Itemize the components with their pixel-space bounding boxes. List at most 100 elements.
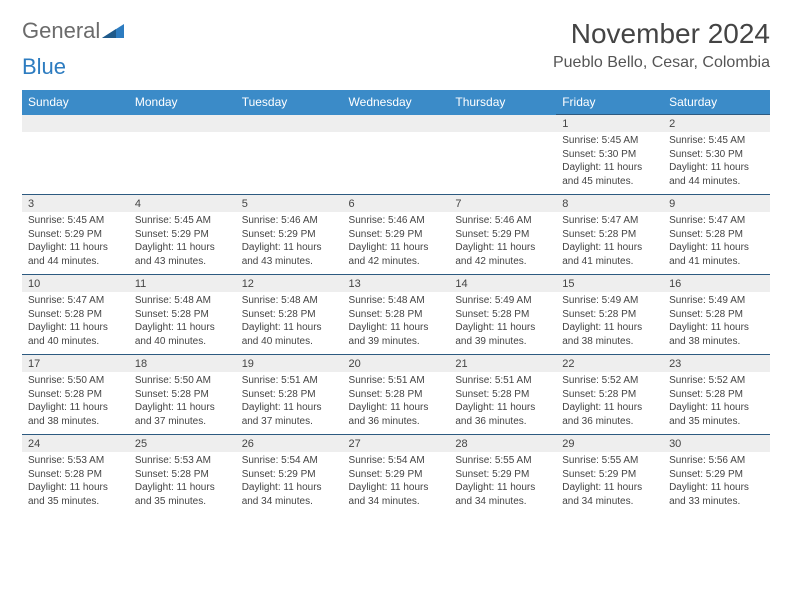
logo-triangle-icon	[102, 18, 124, 44]
day-detail: Sunrise: 5:51 AMSunset: 5:28 PMDaylight:…	[236, 372, 343, 435]
day-detail: Sunrise: 5:50 AMSunset: 5:28 PMDaylight:…	[22, 372, 129, 435]
day-detail: Sunrise: 5:47 AMSunset: 5:28 PMDaylight:…	[22, 292, 129, 355]
day-detail	[129, 132, 236, 195]
sunset-text: Sunset: 5:29 PM	[669, 468, 764, 482]
sunrise-text: Sunrise: 5:46 AM	[349, 214, 444, 228]
daylight-text: Daylight: 11 hours and 33 minutes.	[669, 481, 764, 508]
sunset-text: Sunset: 5:29 PM	[455, 228, 550, 242]
sunset-text: Sunset: 5:29 PM	[455, 468, 550, 482]
daylight-text: Daylight: 11 hours and 41 minutes.	[669, 241, 764, 268]
daylight-text: Daylight: 11 hours and 39 minutes.	[349, 321, 444, 348]
daylight-text: Daylight: 11 hours and 40 minutes.	[242, 321, 337, 348]
sunset-text: Sunset: 5:28 PM	[135, 308, 230, 322]
sunrise-text: Sunrise: 5:47 AM	[562, 214, 657, 228]
daylight-text: Daylight: 11 hours and 43 minutes.	[242, 241, 337, 268]
detail-row: Sunrise: 5:53 AMSunset: 5:28 PMDaylight:…	[22, 452, 770, 514]
daylight-text: Daylight: 11 hours and 44 minutes.	[28, 241, 123, 268]
dow-header: Tuesday	[236, 90, 343, 115]
sunset-text: Sunset: 5:29 PM	[242, 468, 337, 482]
day-detail: Sunrise: 5:56 AMSunset: 5:29 PMDaylight:…	[663, 452, 770, 514]
dow-header: Thursday	[449, 90, 556, 115]
day-detail: Sunrise: 5:52 AMSunset: 5:28 PMDaylight:…	[663, 372, 770, 435]
sunset-text: Sunset: 5:28 PM	[669, 308, 764, 322]
day-number: 11	[129, 275, 236, 293]
sunset-text: Sunset: 5:28 PM	[28, 388, 123, 402]
day-number	[343, 115, 450, 133]
day-detail: Sunrise: 5:49 AMSunset: 5:28 PMDaylight:…	[663, 292, 770, 355]
daylight-text: Daylight: 11 hours and 43 minutes.	[135, 241, 230, 268]
daylight-text: Daylight: 11 hours and 38 minutes.	[562, 321, 657, 348]
day-number: 10	[22, 275, 129, 293]
sunrise-text: Sunrise: 5:50 AM	[135, 374, 230, 388]
sunrise-text: Sunrise: 5:46 AM	[242, 214, 337, 228]
day-number: 21	[449, 355, 556, 373]
day-detail: Sunrise: 5:46 AMSunset: 5:29 PMDaylight:…	[236, 212, 343, 275]
daynum-row: 3456789	[22, 195, 770, 213]
day-number: 16	[663, 275, 770, 293]
sunrise-text: Sunrise: 5:52 AM	[669, 374, 764, 388]
daylight-text: Daylight: 11 hours and 39 minutes.	[455, 321, 550, 348]
day-detail: Sunrise: 5:48 AMSunset: 5:28 PMDaylight:…	[343, 292, 450, 355]
daylight-text: Daylight: 11 hours and 36 minutes.	[349, 401, 444, 428]
sunrise-text: Sunrise: 5:49 AM	[669, 294, 764, 308]
sunrise-text: Sunrise: 5:46 AM	[455, 214, 550, 228]
sunrise-text: Sunrise: 5:45 AM	[135, 214, 230, 228]
daylight-text: Daylight: 11 hours and 42 minutes.	[455, 241, 550, 268]
sunset-text: Sunset: 5:28 PM	[349, 388, 444, 402]
day-number: 7	[449, 195, 556, 213]
day-number: 4	[129, 195, 236, 213]
sunrise-text: Sunrise: 5:54 AM	[242, 454, 337, 468]
sunset-text: Sunset: 5:28 PM	[562, 388, 657, 402]
detail-row: Sunrise: 5:50 AMSunset: 5:28 PMDaylight:…	[22, 372, 770, 435]
day-detail: Sunrise: 5:46 AMSunset: 5:29 PMDaylight:…	[343, 212, 450, 275]
dow-header: Saturday	[663, 90, 770, 115]
day-detail: Sunrise: 5:45 AMSunset: 5:29 PMDaylight:…	[22, 212, 129, 275]
day-number: 19	[236, 355, 343, 373]
title-block: November 2024 Pueblo Bello, Cesar, Colom…	[553, 18, 770, 72]
sunrise-text: Sunrise: 5:47 AM	[669, 214, 764, 228]
daylight-text: Daylight: 11 hours and 44 minutes.	[669, 161, 764, 188]
sunset-text: Sunset: 5:29 PM	[242, 228, 337, 242]
sunrise-text: Sunrise: 5:55 AM	[562, 454, 657, 468]
daylight-text: Daylight: 11 hours and 40 minutes.	[135, 321, 230, 348]
dow-header: Wednesday	[343, 90, 450, 115]
logo: General Blue	[22, 18, 124, 80]
location: Pueblo Bello, Cesar, Colombia	[553, 54, 770, 72]
day-number	[129, 115, 236, 133]
day-detail	[22, 132, 129, 195]
sunset-text: Sunset: 5:28 PM	[135, 388, 230, 402]
sunset-text: Sunset: 5:28 PM	[455, 308, 550, 322]
day-detail: Sunrise: 5:54 AMSunset: 5:29 PMDaylight:…	[343, 452, 450, 514]
day-detail: Sunrise: 5:53 AMSunset: 5:28 PMDaylight:…	[22, 452, 129, 514]
sunrise-text: Sunrise: 5:45 AM	[28, 214, 123, 228]
day-number: 28	[449, 435, 556, 453]
day-detail: Sunrise: 5:53 AMSunset: 5:28 PMDaylight:…	[129, 452, 236, 514]
day-number: 6	[343, 195, 450, 213]
sunset-text: Sunset: 5:29 PM	[349, 468, 444, 482]
sunset-text: Sunset: 5:28 PM	[242, 308, 337, 322]
day-detail: Sunrise: 5:47 AMSunset: 5:28 PMDaylight:…	[663, 212, 770, 275]
header: General Blue November 2024 Pueblo Bello,…	[22, 18, 770, 80]
daylight-text: Daylight: 11 hours and 34 minutes.	[455, 481, 550, 508]
daylight-text: Daylight: 11 hours and 42 minutes.	[349, 241, 444, 268]
day-detail: Sunrise: 5:50 AMSunset: 5:28 PMDaylight:…	[129, 372, 236, 435]
sunrise-text: Sunrise: 5:48 AM	[135, 294, 230, 308]
day-number: 12	[236, 275, 343, 293]
day-detail: Sunrise: 5:52 AMSunset: 5:28 PMDaylight:…	[556, 372, 663, 435]
daynum-row: 24252627282930	[22, 435, 770, 453]
day-number: 29	[556, 435, 663, 453]
daynum-row: 10111213141516	[22, 275, 770, 293]
sunrise-text: Sunrise: 5:47 AM	[28, 294, 123, 308]
daylight-text: Daylight: 11 hours and 35 minutes.	[28, 481, 123, 508]
sunset-text: Sunset: 5:28 PM	[28, 308, 123, 322]
day-detail: Sunrise: 5:54 AMSunset: 5:29 PMDaylight:…	[236, 452, 343, 514]
sunrise-text: Sunrise: 5:48 AM	[242, 294, 337, 308]
dow-row: SundayMondayTuesdayWednesdayThursdayFrid…	[22, 90, 770, 115]
sunset-text: Sunset: 5:28 PM	[562, 228, 657, 242]
day-number: 9	[663, 195, 770, 213]
day-number: 20	[343, 355, 450, 373]
day-number: 1	[556, 115, 663, 133]
day-number: 14	[449, 275, 556, 293]
sunrise-text: Sunrise: 5:49 AM	[455, 294, 550, 308]
daylight-text: Daylight: 11 hours and 34 minutes.	[562, 481, 657, 508]
